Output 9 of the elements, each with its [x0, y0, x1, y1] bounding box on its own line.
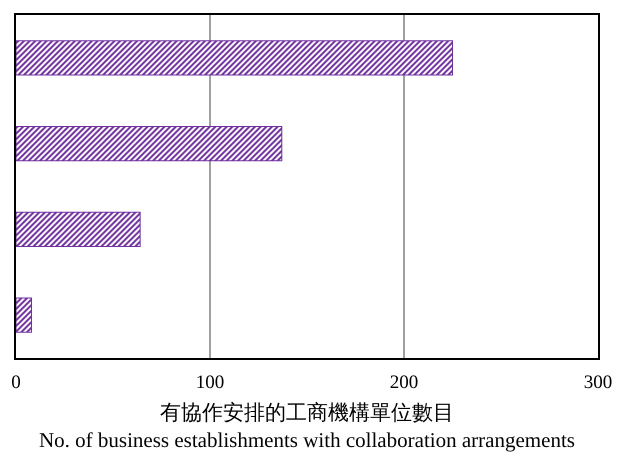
- bar: [16, 126, 282, 162]
- x-tick-label: 100: [196, 372, 224, 393]
- x-tick-label: 0: [11, 372, 21, 393]
- x-tick-label: 200: [390, 372, 418, 393]
- bar: [16, 40, 453, 76]
- x-axis-title: 有協作安排的工商機構單位數目 No. of business establishments with collaboration arrangements: [39, 400, 575, 452]
- bar: [16, 297, 32, 333]
- bar: [16, 212, 141, 248]
- x-tick-label: 300: [584, 372, 612, 393]
